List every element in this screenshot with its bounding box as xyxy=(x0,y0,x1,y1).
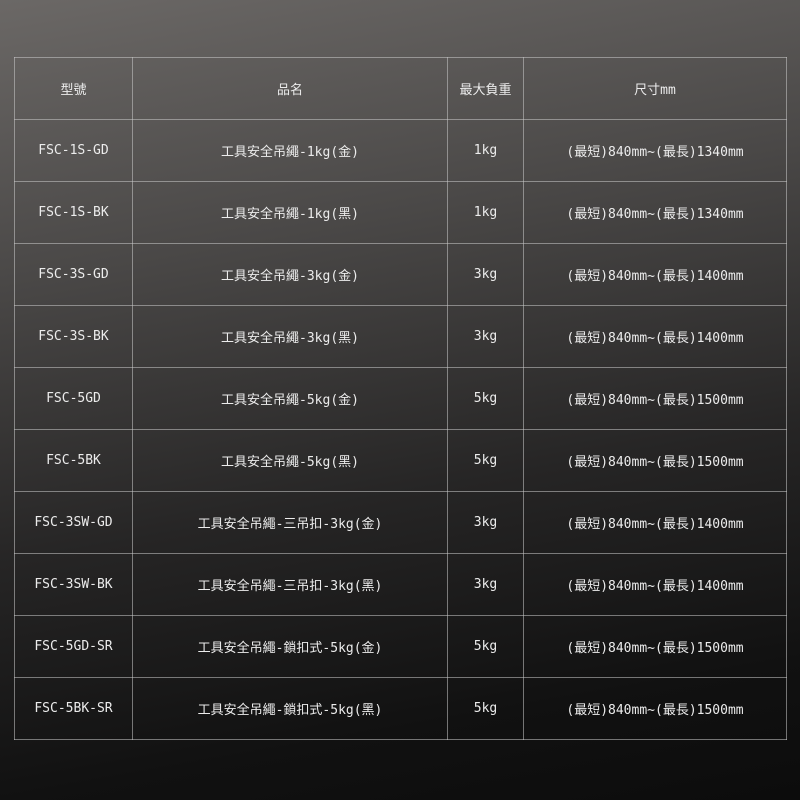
cell-size: (最短)840mm~(最長)1400mm xyxy=(523,305,787,368)
cell-product-name: 工具安全吊繩-鎖扣式-5kg(金) xyxy=(132,615,448,678)
cell-max-load: 3kg xyxy=(447,491,524,554)
cell-product-name: 工具安全吊繩-3kg(黑) xyxy=(132,305,448,368)
cell-product-name: 工具安全吊繩-5kg(黑) xyxy=(132,429,448,492)
cell-model: FSC-3S-GD xyxy=(14,243,133,306)
cell-product-name: 工具安全吊繩-3kg(金) xyxy=(132,243,448,306)
table-row: FSC-5GD-SR 工具安全吊繩-鎖扣式-5kg(金) 5kg (最短)840mm~… xyxy=(14,615,787,678)
cell-max-load: 5kg xyxy=(447,429,524,492)
cell-size: (最短)840mm~(最長)1340mm xyxy=(523,181,787,244)
cell-max-load: 3kg xyxy=(447,243,524,306)
cell-max-load: 3kg xyxy=(447,553,524,616)
header-model: 型號 xyxy=(14,57,133,120)
spec-table: 型號 品名 最大負重 尺寸mm FSC-1S-GD 工具安全吊繩-1kg(金) 1kg (最… xyxy=(14,57,787,740)
cell-model: FSC-5BK xyxy=(14,429,133,492)
header-size: 尺寸mm xyxy=(523,57,787,120)
table-row: FSC-3SW-GD 工具安全吊繩-三吊扣-3kg(金) 3kg (最短)840mm~… xyxy=(14,491,787,554)
header-row: 型號 品名 最大負重 尺寸mm xyxy=(14,57,787,120)
table-row: FSC-1S-BK 工具安全吊繩-1kg(黑) 1kg (最短)840mm~(最長)1… xyxy=(14,181,787,244)
cell-size: (最短)840mm~(最長)1500mm xyxy=(523,429,787,492)
header-max-load: 最大負重 xyxy=(447,57,524,120)
cell-size: (最短)840mm~(最長)1500mm xyxy=(523,367,787,430)
cell-product-name: 工具安全吊繩-1kg(黑) xyxy=(132,181,448,244)
table-row: FSC-3S-GD 工具安全吊繩-3kg(金) 3kg (最短)840mm~(最長)1… xyxy=(14,243,787,306)
cell-model: FSC-1S-BK xyxy=(14,181,133,244)
cell-size: (最短)840mm~(最長)1400mm xyxy=(523,553,787,616)
table-row: FSC-1S-GD 工具安全吊繩-1kg(金) 1kg (最短)840mm~(最長)1… xyxy=(14,119,787,182)
cell-model: FSC-5GD xyxy=(14,367,133,430)
cell-product-name: 工具安全吊繩-5kg(金) xyxy=(132,367,448,430)
cell-max-load: 5kg xyxy=(447,615,524,678)
cell-model: FSC-3S-BK xyxy=(14,305,133,368)
table-row: FSC-5GD 工具安全吊繩-5kg(金) 5kg (最短)840mm~(最長)150… xyxy=(14,367,787,430)
cell-model: FSC-1S-GD xyxy=(14,119,133,182)
cell-max-load: 3kg xyxy=(447,305,524,368)
cell-product-name: 工具安全吊繩-鎖扣式-5kg(黑) xyxy=(132,677,448,740)
header-product-name: 品名 xyxy=(132,57,448,120)
table-row: FSC-5BK-SR 工具安全吊繩-鎖扣式-5kg(黑) 5kg (最短)840mm~… xyxy=(14,677,787,740)
cell-max-load: 5kg xyxy=(447,367,524,430)
cell-max-load: 1kg xyxy=(447,181,524,244)
cell-size: (最短)840mm~(最長)1340mm xyxy=(523,119,787,182)
cell-product-name: 工具安全吊繩-三吊扣-3kg(金) xyxy=(132,491,448,554)
cell-size: (最短)840mm~(最長)1400mm xyxy=(523,491,787,554)
cell-size: (最短)840mm~(最長)1500mm xyxy=(523,615,787,678)
cell-model: FSC-5GD-SR xyxy=(14,615,133,678)
cell-model: FSC-3SW-GD xyxy=(14,491,133,554)
cell-model: FSC-3SW-BK xyxy=(14,553,133,616)
cell-product-name: 工具安全吊繩-三吊扣-3kg(黑) xyxy=(132,553,448,616)
table-row: FSC-3SW-BK 工具安全吊繩-三吊扣-3kg(黑) 3kg (最短)840mm~… xyxy=(14,553,787,616)
table-row: FSC-5BK 工具安全吊繩-5kg(黑) 5kg (最短)840mm~(最長)150… xyxy=(14,429,787,492)
cell-size: (最短)840mm~(最長)1400mm xyxy=(523,243,787,306)
cell-model: FSC-5BK-SR xyxy=(14,677,133,740)
cell-max-load: 1kg xyxy=(447,119,524,182)
table-row: FSC-3S-BK 工具安全吊繩-3kg(黑) 3kg (最短)840mm~(最長)1… xyxy=(14,305,787,368)
cell-size: (最短)840mm~(最長)1500mm xyxy=(523,677,787,740)
cell-product-name: 工具安全吊繩-1kg(金) xyxy=(132,119,448,182)
cell-max-load: 5kg xyxy=(447,677,524,740)
